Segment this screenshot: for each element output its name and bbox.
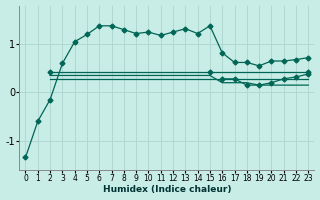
X-axis label: Humidex (Indice chaleur): Humidex (Indice chaleur) — [103, 185, 231, 194]
